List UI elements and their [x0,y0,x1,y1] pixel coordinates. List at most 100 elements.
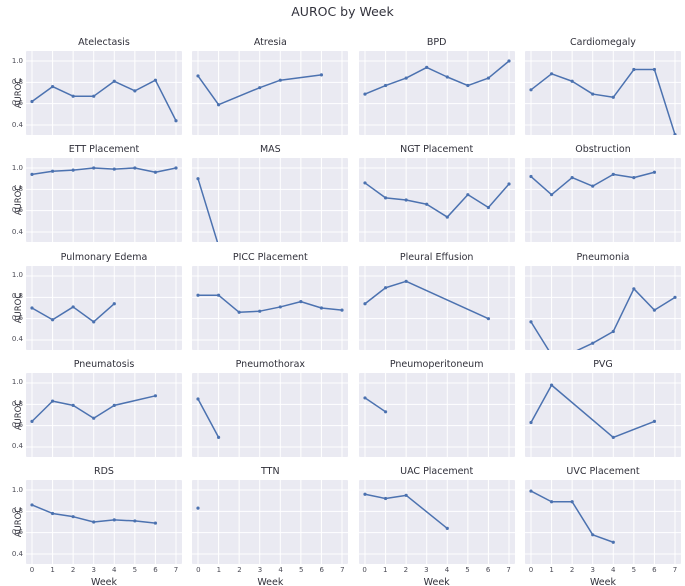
x-tick-label: 2 [237,566,242,575]
data-point [279,78,283,82]
auroc-line [197,178,219,243]
data-point [196,74,200,78]
data-point [404,279,408,283]
x-tick-label: 7 [340,566,345,575]
data-point [465,193,470,197]
line-chart [192,480,349,565]
data-point [92,520,96,524]
data-point [424,65,428,69]
x-tick-label: 5 [298,566,304,575]
x-tick-label: 0 [29,566,35,575]
data-point [549,383,554,387]
data-point [320,73,324,77]
data-point [217,103,221,107]
data-point [404,76,408,80]
line-chart [192,265,349,350]
data-point [673,133,677,135]
data-point [30,306,34,310]
data-point [174,119,178,123]
data-point [153,394,158,398]
data-point [529,88,533,92]
facet-title: Pneumatosis [73,358,135,370]
facet-title: UVC Placement [566,466,640,478]
facet-title: BPD [426,37,447,48]
x-tick-label: 3 [590,566,595,575]
data-point [71,168,75,173]
y-axis-label: AUROC [14,185,24,216]
data-point [486,316,490,320]
line-chart [524,480,681,565]
data-point [174,166,178,170]
data-point [507,59,511,63]
line-chart [192,51,349,135]
line-chart [524,372,681,457]
facet-title: Atresia [253,37,287,48]
y-tick-label: 0.8 [11,185,23,194]
data-point [529,175,533,179]
data-point [673,295,677,299]
line-chart [524,158,681,243]
x-tick-label: 0 [196,566,201,575]
x-tick-label: 6 [153,566,158,575]
data-point [611,95,615,99]
data-point [591,533,595,537]
y-tick-label: 0.4 [11,335,23,344]
data-point [217,435,221,439]
data-point [611,329,615,333]
data-point [153,78,158,82]
data-point [363,396,367,400]
auroc-line [363,397,386,413]
facet-title: NGT Placement [400,144,474,156]
data-point [112,301,116,305]
data-point [383,285,387,289]
x-axis-label: Week [90,577,118,586]
x-tick-label: 6 [652,566,657,575]
x-tick-label: 7 [506,566,511,575]
facet-title: PVG [593,358,613,370]
data-point [92,416,96,420]
y-tick-label: 0.8 [11,399,23,408]
facet-obstruction: Obstruction [524,144,681,243]
data-point [50,317,55,321]
data-point [153,170,158,175]
data-point [258,86,262,90]
facet-title: Atelectasis [78,37,130,48]
facet-atelectasis: Atelectasis 1.0 0.8 0.6 0.4 AUROC [12,37,182,135]
facet-atresia: Atresia [192,37,349,135]
x-axis-label: Week [423,577,450,586]
data-point [591,341,595,345]
data-point [71,304,75,309]
data-point [133,166,137,170]
x-tick-label: 2 [403,566,409,575]
y-tick-label: 0.4 [11,442,23,451]
facet-title: Pleural Effusion [399,251,474,263]
y-tick-label: 1.0 [11,56,23,65]
auroc-line [363,60,510,95]
data-point [570,79,574,83]
x-tick-label: 0 [528,566,534,575]
data-point [279,304,283,309]
data-point [529,319,533,324]
data-point [112,167,116,171]
data-point [340,308,344,312]
x-tick-label: 2 [70,566,76,575]
data-point [92,166,96,170]
data-point [632,286,636,291]
data-point [71,94,75,98]
data-point [133,519,137,523]
facet-title: PICC Placement [232,251,308,263]
data-point [570,500,574,504]
data-point [424,202,428,207]
facet-title: MAS [259,144,281,156]
data-point [611,540,615,545]
y-tick-label: 0.8 [11,292,23,301]
data-point [196,177,200,181]
x-tick-label: 4 [611,566,616,575]
data-point [652,308,657,312]
facet-ttn: TTN 0 1 2 3 4 5 6 7 Week [192,466,349,586]
x-tick-label: 1 [50,566,55,575]
data-point [71,403,75,407]
data-point [529,420,533,425]
data-point [30,99,34,104]
data-point [383,497,387,501]
